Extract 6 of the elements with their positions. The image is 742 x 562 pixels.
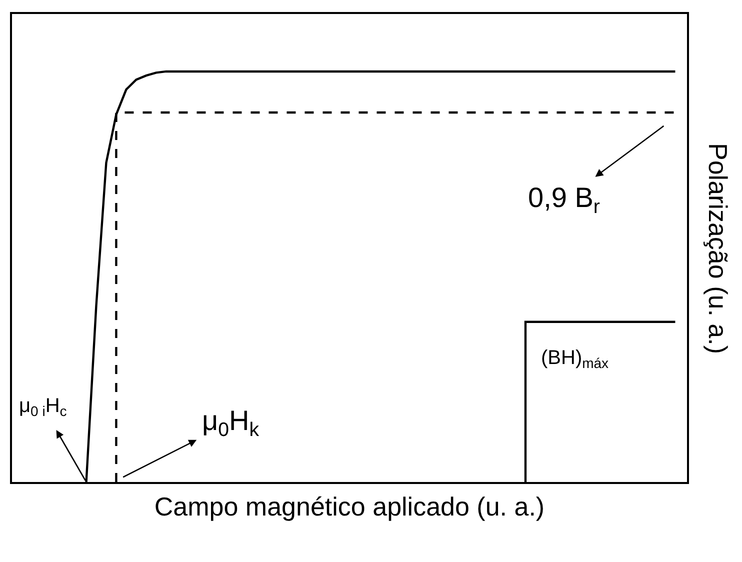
annotation: 0,9 B$_{r}$	[528, 182, 600, 218]
annotation: μ$_{0}$H$_{k}$	[202, 405, 260, 441]
y-axis-title: Polarização (u. a.)	[703, 143, 733, 354]
annotation: (BH)$_{máx}$	[541, 347, 609, 372]
x-axis-title: Campo magnético aplicado (u. a.)	[154, 492, 545, 522]
text: μ$_{0 i}$H$_{c}$	[19, 395, 67, 420]
